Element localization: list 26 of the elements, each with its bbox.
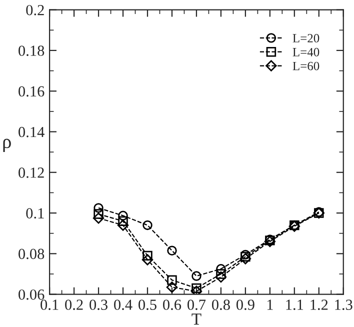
- y-tick-label: 0.1: [26, 208, 44, 219]
- y-tick-label: 0.16: [18, 86, 44, 97]
- x-tick-label: 1.1: [286, 300, 304, 310]
- x-tick-label: 0.5: [138, 300, 156, 310]
- x-tick-label: 1: [267, 300, 273, 310]
- x-tick-label: 0.2: [65, 300, 83, 310]
- x-tick-label: 0.7: [188, 300, 206, 310]
- x-tick-label: 0.3: [90, 300, 108, 310]
- x-tick-label: 0.4: [114, 300, 132, 310]
- x-tick-label: 0.1: [40, 300, 58, 310]
- x-axis-title: T: [192, 314, 202, 325]
- x-tick-label: 1.3: [335, 300, 352, 310]
- y-tick-label: 0.06: [18, 289, 44, 300]
- legend-label: L=60: [292, 62, 320, 70]
- y-tick-label: 0.14: [18, 126, 44, 138]
- x-tick-label: 0.9: [236, 300, 254, 310]
- y-tick-label: 0.12: [18, 168, 44, 178]
- y-tick-label: 0.18: [18, 46, 44, 56]
- y-axis-title: ρ: [3, 138, 11, 152]
- x-tick-label: 0.8: [212, 300, 230, 310]
- legend-label: L=40: [292, 48, 320, 56]
- y-tick-label: 0.2: [26, 4, 44, 16]
- legend-label: L=20: [292, 34, 320, 42]
- y-tick-label: 0.08: [18, 248, 44, 260]
- x-tick-label: 1.2: [310, 300, 328, 310]
- x-tick-label: 0.6: [163, 300, 182, 310]
